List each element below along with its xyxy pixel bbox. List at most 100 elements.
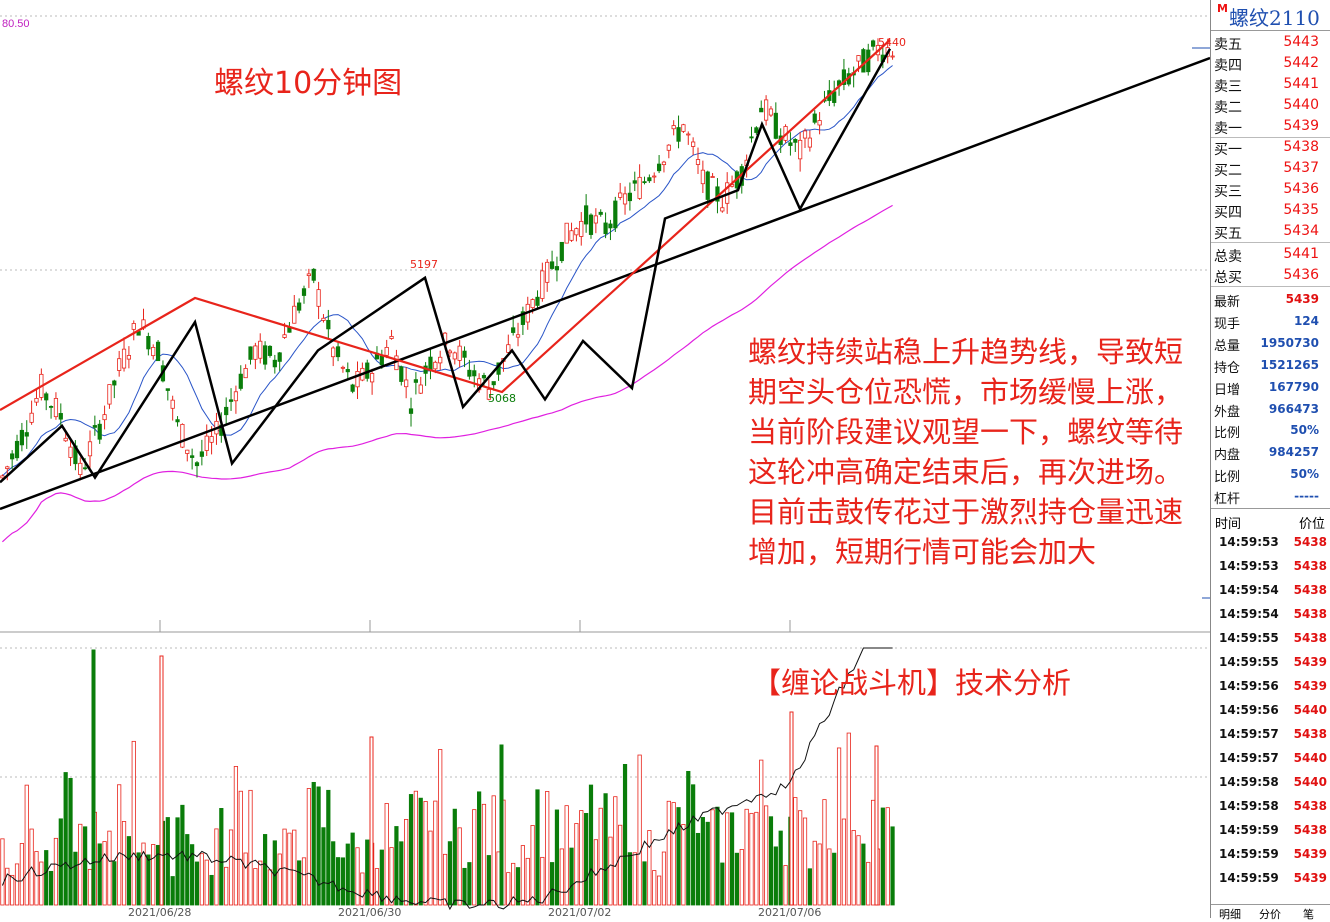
volume-bar — [369, 736, 374, 906]
order-label: 买二 — [1214, 163, 1242, 179]
volume-bar — [418, 797, 423, 906]
volume-bar — [73, 851, 78, 906]
symbol-header[interactable]: M 螺纹2110 — [1211, 0, 1330, 31]
tick-row[interactable]: 14:59:54 5438 — [1211, 578, 1330, 602]
tick-row[interactable]: 14:59:54 5438 — [1211, 602, 1330, 626]
candle-body — [472, 370, 477, 377]
candle-body — [564, 222, 569, 244]
tick-row[interactable]: 14:59:59 5439 — [1211, 842, 1330, 866]
volume-bar — [199, 853, 204, 906]
tick-row[interactable]: 14:59:53 5438 — [1211, 554, 1330, 578]
tick-row[interactable]: 14:59:59 5438 — [1211, 818, 1330, 842]
order-price: 5437 — [1283, 160, 1319, 176]
candle-body — [83, 467, 88, 470]
order-label: 卖四 — [1214, 58, 1242, 74]
volume-bar — [564, 805, 569, 906]
candle-body — [515, 334, 521, 338]
candle-body — [763, 99, 769, 121]
tick-price: 5439 — [1293, 655, 1327, 669]
candle-body — [185, 449, 190, 454]
candle-body — [691, 141, 696, 147]
chart-svg[interactable]: 5440 5197 5068 2021/06/28 2021/06/30 2021/07… — [0, 0, 1210, 918]
volume-bar — [14, 863, 20, 906]
volume-bar — [851, 830, 856, 906]
tick-price: 5438 — [1293, 535, 1327, 549]
tick-row[interactable]: 14:59:53 5438 — [1211, 530, 1330, 554]
tick-row[interactable]: 14:59:57 5438 — [1211, 722, 1330, 746]
x-tick-label: 2021/06/30 — [338, 906, 401, 918]
tick-row[interactable]: 14:59:56 5440 — [1211, 698, 1330, 722]
chart-area[interactable]: 5440 5197 5068 2021/06/28 2021/06/30 2021/07… — [0, 0, 1210, 918]
order-price: 5440 — [1283, 97, 1319, 113]
tick-price: 5440 — [1293, 751, 1327, 765]
candle-body — [209, 436, 214, 443]
candle-body — [802, 130, 808, 139]
volume-bar — [345, 843, 350, 906]
volume-bar — [350, 832, 355, 906]
volume-bar — [117, 784, 122, 906]
candle-body — [535, 296, 540, 306]
tab-strokes[interactable]: 笔 — [1303, 908, 1314, 921]
tick-price: 5440 — [1293, 703, 1327, 717]
volume-bar — [5, 867, 10, 906]
volume-bar — [19, 843, 24, 906]
volume-bar — [87, 868, 93, 906]
candle-body — [165, 388, 170, 391]
volume-bar — [827, 848, 832, 906]
candle-body — [258, 340, 263, 359]
tab-detail[interactable]: 明细 — [1219, 908, 1241, 921]
volume-bar — [219, 808, 224, 906]
candle-body — [326, 319, 331, 330]
tick-row[interactable]: 14:59:56 5439 — [1211, 674, 1330, 698]
stat-row: 总量 1950730 — [1211, 332, 1330, 354]
volume-bar — [637, 754, 642, 906]
volume-bar — [481, 803, 487, 906]
candle-body — [155, 341, 161, 362]
volume-bar — [384, 803, 389, 906]
volume-bar — [866, 861, 871, 906]
x-tick-label: 2021/07/02 — [548, 906, 611, 918]
tick-row[interactable]: 14:59:58 5438 — [1211, 794, 1330, 818]
volume-bar — [190, 844, 195, 906]
volume-bar — [710, 809, 715, 906]
volume-bar — [729, 812, 735, 906]
volume-bar — [272, 840, 277, 906]
order-sell-5: 卖五 5443 — [1211, 32, 1330, 53]
candle-body — [404, 379, 409, 388]
tick-row[interactable]: 14:59:55 5439 — [1211, 650, 1330, 674]
candle-body — [248, 346, 253, 360]
candle-body — [151, 346, 156, 357]
volume-bar — [248, 789, 253, 906]
tick-row[interactable]: 14:59:58 5440 — [1211, 770, 1330, 794]
candle-body — [618, 192, 623, 198]
candle-body — [438, 356, 443, 364]
candle-body — [574, 228, 579, 236]
tick-row[interactable]: 14:59:55 5438 — [1211, 626, 1330, 650]
volume-bar — [126, 836, 132, 906]
candle-body — [413, 379, 418, 383]
volume-bar — [642, 861, 647, 906]
order-price: 5441 — [1283, 76, 1319, 92]
order-price: 5439 — [1283, 118, 1319, 134]
candle-body — [579, 220, 584, 237]
tick-time: 14:59:59 — [1219, 871, 1279, 885]
tick-row[interactable]: 14:59:59 5439 — [1211, 866, 1330, 890]
candle-body — [569, 230, 574, 241]
tick-time: 14:59:59 — [1219, 823, 1279, 837]
candle-body — [14, 440, 20, 459]
candle-body — [773, 112, 778, 139]
volume-bar — [807, 868, 812, 906]
order-label: 卖三 — [1214, 79, 1242, 95]
candle-body — [871, 40, 876, 47]
candle-body — [549, 261, 555, 269]
candle-body — [588, 214, 594, 235]
candle-body — [506, 344, 511, 353]
candle-body — [87, 441, 93, 457]
tab-price-split[interactable]: 分价 — [1259, 908, 1281, 921]
stat-row: 杠杆 ----- — [1211, 485, 1330, 507]
stat-label: 最新 — [1214, 295, 1241, 310]
tick-row[interactable]: 14:59:57 5440 — [1211, 746, 1330, 770]
volume-bar — [136, 852, 141, 906]
candle-body — [520, 311, 525, 325]
candle-body — [175, 419, 180, 423]
